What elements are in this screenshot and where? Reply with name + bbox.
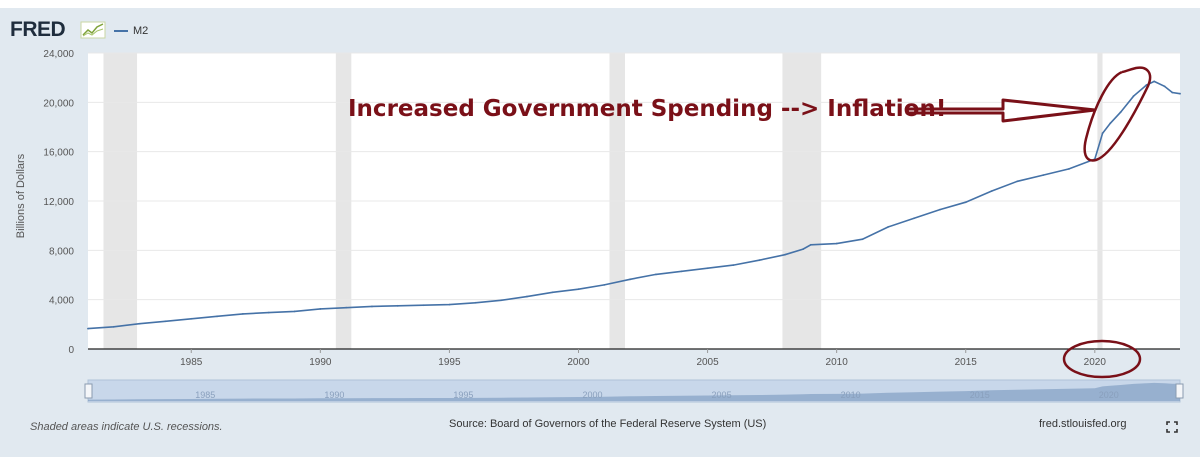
series-point-m2 bbox=[603, 283, 606, 286]
series-point-m2 bbox=[809, 243, 812, 246]
series-point-m2 bbox=[138, 322, 141, 325]
series-point-m2 bbox=[371, 305, 373, 308]
annotation-arrow bbox=[905, 98, 1097, 123]
legend[interactable]: M2 bbox=[114, 25, 148, 37]
chart-line-icon bbox=[80, 21, 106, 39]
navigator-tick-label: 1995 bbox=[453, 390, 473, 400]
y-tick-label: 16,000 bbox=[43, 148, 74, 159]
x-tick-label: 1990 bbox=[309, 357, 332, 368]
series-point-m2 bbox=[1119, 111, 1122, 114]
series-point-m2 bbox=[629, 278, 632, 281]
series-point-m2 bbox=[913, 217, 915, 220]
navigator-tick-label: 2015 bbox=[970, 390, 990, 400]
series-point-m2 bbox=[1171, 91, 1174, 94]
annotation-circle-2020 bbox=[1062, 339, 1142, 379]
series-point-m2 bbox=[345, 306, 348, 309]
x-tick-label: 2015 bbox=[955, 357, 978, 368]
navigator-left-handle[interactable] bbox=[84, 383, 93, 399]
source-credit: Source: Board of Governors of the Federa… bbox=[449, 418, 767, 430]
y-tick-label: 24,000 bbox=[43, 49, 74, 60]
y-tick-label: 12,000 bbox=[43, 197, 74, 208]
series-point-m2 bbox=[758, 259, 761, 262]
series-point-m2 bbox=[112, 325, 115, 328]
series-point-m2 bbox=[990, 190, 993, 193]
navigator-tick-label: 2010 bbox=[841, 390, 861, 400]
series-point-m2 bbox=[861, 238, 864, 241]
series-point-m2 bbox=[706, 267, 709, 270]
series-point-m2 bbox=[1016, 180, 1019, 183]
fred-logo[interactable]: FRED bbox=[10, 18, 66, 41]
series-point-m2 bbox=[1132, 95, 1135, 98]
series-point-m2 bbox=[474, 301, 477, 304]
series-point-m2 bbox=[835, 242, 838, 245]
recession-note: Shaded areas indicate U.S. recessions. bbox=[30, 421, 223, 433]
top-strip bbox=[0, 0, 1200, 8]
series-point-m2 bbox=[939, 208, 941, 211]
y-tick-label: 0 bbox=[68, 345, 74, 356]
x-tick-label: 1995 bbox=[438, 357, 461, 368]
series-point-m2 bbox=[448, 303, 451, 306]
series-point-m2 bbox=[190, 317, 193, 320]
fullscreen-icon[interactable] bbox=[1166, 421, 1178, 433]
series-point-m2 bbox=[241, 312, 244, 315]
site-link[interactable]: fred.stlouisfed.org bbox=[1039, 418, 1127, 430]
navigator-tick-label: 1985 bbox=[195, 390, 215, 400]
series-point-m2 bbox=[1042, 174, 1045, 177]
series-point-m2 bbox=[551, 291, 554, 294]
series-point-m2 bbox=[680, 270, 683, 273]
series-point-m2 bbox=[577, 288, 580, 291]
range-navigator[interactable]: 1985 1990 1995 2000 2005 2010 2015 2020 bbox=[84, 379, 1184, 403]
series-point-m2 bbox=[784, 253, 786, 256]
x-tick-label: 2000 bbox=[567, 357, 590, 368]
series-point-m2 bbox=[1179, 92, 1181, 95]
series-point-m2 bbox=[1153, 80, 1156, 83]
series-point-m2 bbox=[319, 308, 322, 310]
series-point-m2 bbox=[216, 315, 218, 318]
series-point-m2 bbox=[267, 311, 270, 314]
x-tick-label: 2020 bbox=[1084, 357, 1107, 368]
annotation-markup bbox=[905, 66, 1152, 379]
series-point-m2 bbox=[1101, 132, 1104, 135]
y-tick-label: 4,000 bbox=[49, 296, 74, 307]
series-point-m2 bbox=[500, 299, 502, 302]
series-point-m2 bbox=[802, 248, 804, 251]
x-tick-label: 2010 bbox=[826, 357, 849, 368]
series-point-m2 bbox=[164, 320, 167, 323]
navigator-tick-label: 2005 bbox=[712, 390, 732, 400]
navigator-tick-label: 1990 bbox=[324, 390, 344, 400]
annotation-circle-surge bbox=[1083, 66, 1152, 162]
y-tick-label: 20,000 bbox=[43, 98, 74, 109]
navigator-right-handle[interactable] bbox=[1175, 383, 1184, 399]
series-point-m2 bbox=[422, 304, 425, 307]
chart-header: FRED M2 bbox=[0, 8, 1200, 44]
series-line-m2 bbox=[87, 80, 1181, 330]
series-point-m2 bbox=[964, 201, 967, 204]
x-tick-label: 2005 bbox=[696, 357, 719, 368]
navigator-tick-label: 2000 bbox=[582, 390, 602, 400]
series-point-m2 bbox=[396, 304, 399, 307]
series-point-m2 bbox=[87, 327, 89, 330]
series-point-m2 bbox=[1163, 85, 1166, 88]
y-tick-label: 8,000 bbox=[49, 246, 74, 257]
series-point-m2 bbox=[1068, 168, 1070, 170]
legend-label: M2 bbox=[133, 25, 149, 37]
navigator-tick-label: 2020 bbox=[1099, 390, 1119, 400]
series-point-m2 bbox=[1109, 122, 1112, 125]
series-point-m2 bbox=[655, 273, 657, 276]
x-tick-label: 1985 bbox=[180, 357, 203, 368]
series-point-m2 bbox=[887, 226, 890, 228]
navigator-area bbox=[88, 382, 1180, 401]
legend-swatch bbox=[114, 30, 128, 32]
annotation-text: Increased Government Spending --> Inflat… bbox=[348, 96, 947, 122]
series-point-m2 bbox=[732, 264, 735, 267]
series-point-m2 bbox=[525, 295, 528, 298]
series-point-m2 bbox=[293, 310, 296, 313]
